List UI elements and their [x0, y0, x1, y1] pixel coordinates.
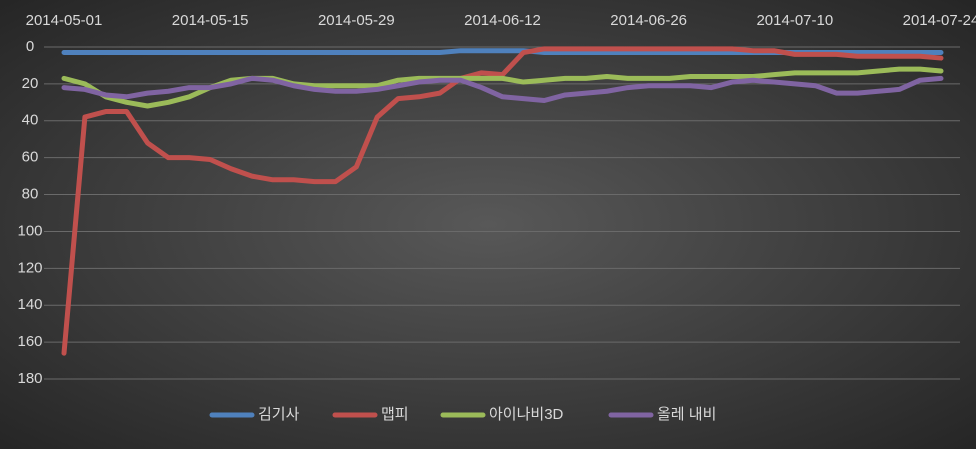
y-tick-label: 60: [22, 149, 39, 166]
series-line: [61, 46, 944, 356]
x-tick-label: 2014-06-26: [610, 12, 687, 29]
y-tick-label: 120: [17, 259, 42, 276]
x-tick-label: 2014-05-01: [26, 12, 103, 29]
series-line: [61, 75, 944, 103]
y-tick-label: 100: [17, 222, 42, 239]
legend-label: 아이나비3D: [489, 406, 564, 423]
x-tick-label: 2014-05-15: [172, 12, 249, 29]
legend-label: 맵피: [381, 406, 409, 423]
y-tick-label: 160: [17, 333, 42, 350]
y-tick-label: 20: [22, 75, 39, 92]
y-tick-label: 0: [26, 38, 34, 55]
legend-label: 김기사: [258, 406, 300, 423]
legend-label: 올레 내비: [657, 406, 716, 423]
y-tick-label: 180: [17, 370, 42, 387]
x-tick-label: 2014-07-10: [756, 12, 833, 29]
x-tick-label: 2014-05-29: [318, 12, 395, 29]
y-tick-label: 80: [22, 186, 39, 203]
y-tick-label: 140: [17, 296, 42, 313]
y-tick-label: 40: [22, 112, 39, 129]
x-tick-label: 2014-07-24: [903, 12, 976, 29]
x-tick-label: 2014-06-12: [464, 12, 541, 29]
